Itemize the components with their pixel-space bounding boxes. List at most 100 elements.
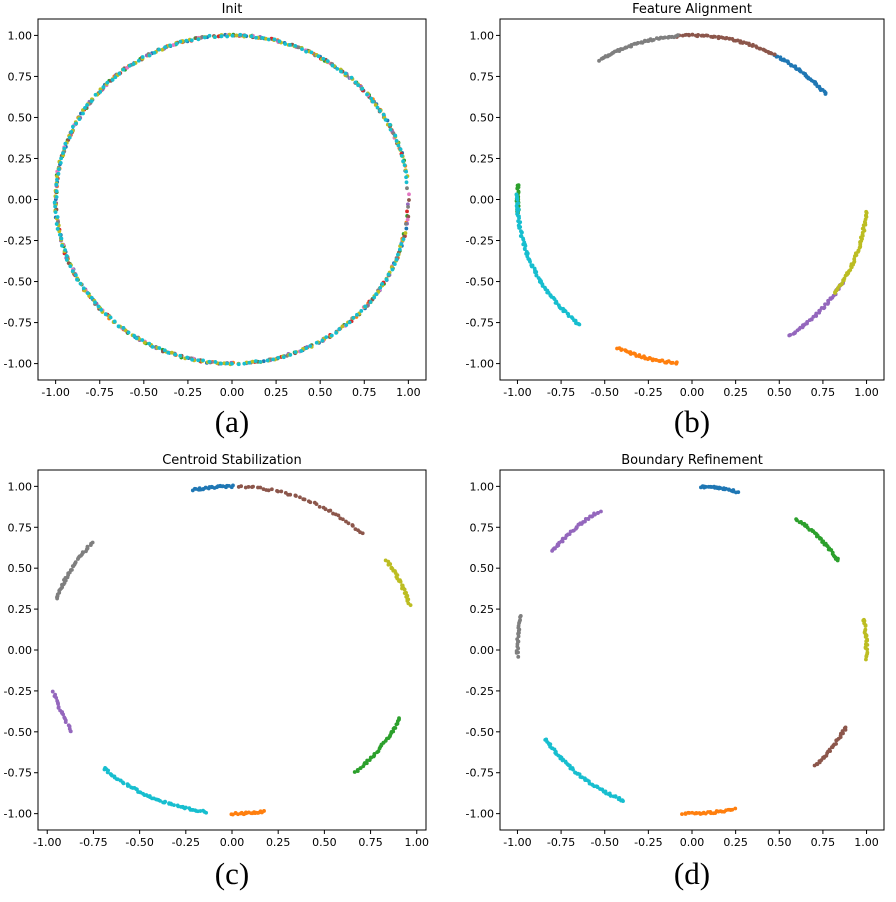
data-point — [160, 47, 165, 52]
data-point — [814, 311, 819, 316]
series-cluster-0 — [190, 483, 235, 493]
data-point — [334, 330, 339, 335]
data-point — [852, 257, 857, 261]
x-tick-label: -1.00 — [503, 386, 531, 399]
data-point — [404, 169, 409, 174]
data-point — [204, 810, 209, 815]
data-point — [403, 231, 408, 235]
data-point — [317, 504, 322, 509]
data-point — [351, 315, 356, 320]
data-point — [250, 359, 255, 364]
data-point — [321, 505, 326, 510]
data-point — [85, 103, 89, 107]
data-point — [185, 355, 190, 360]
data-point — [202, 35, 207, 40]
data-point — [733, 806, 738, 811]
x-tick-label: 0.75 — [358, 836, 383, 849]
data-point — [680, 33, 685, 38]
y-tick-label: -0.75 — [4, 317, 32, 330]
data-point — [516, 654, 521, 659]
data-point — [789, 63, 793, 68]
data-point — [110, 78, 115, 82]
y-tick-label: -0.50 — [4, 276, 32, 289]
data-point — [349, 75, 354, 80]
data-point — [375, 105, 380, 110]
series-cluster-9 — [102, 765, 209, 815]
data-point — [99, 308, 104, 312]
y-tick-label: 1.00 — [470, 29, 495, 42]
data-point — [265, 358, 270, 363]
y-tick-label: 0.50 — [8, 111, 33, 124]
data-point — [69, 130, 74, 134]
data-point — [194, 487, 198, 491]
data-point — [338, 516, 343, 521]
y-tick-label: -0.25 — [4, 685, 32, 698]
data-point — [517, 226, 522, 230]
scatter-points — [52, 32, 411, 367]
data-point — [308, 344, 313, 348]
data-point — [189, 38, 194, 43]
x-tick-label: 0.75 — [352, 386, 377, 399]
series-cluster-9 — [52, 32, 409, 367]
data-point — [383, 117, 388, 122]
data-point — [162, 348, 167, 353]
data-point — [84, 549, 88, 554]
series-cluster-7 — [514, 614, 523, 659]
data-point — [397, 247, 402, 252]
data-point — [634, 354, 639, 358]
data-point — [401, 237, 406, 242]
x-tick-label: -0.50 — [590, 386, 618, 399]
x-tick-label: -0.75 — [85, 386, 113, 399]
y-tick-label: 0.50 — [470, 562, 495, 575]
y-tick-label: -1.00 — [466, 808, 494, 821]
data-point — [207, 33, 212, 38]
series-cluster-9 — [514, 192, 582, 327]
data-point — [666, 35, 671, 40]
data-point — [326, 509, 331, 513]
data-point — [63, 720, 68, 725]
panel-caption: (c) — [215, 856, 249, 891]
data-point — [407, 198, 411, 202]
data-point — [680, 812, 684, 817]
axes-frame — [499, 469, 885, 831]
data-point — [76, 557, 80, 561]
series-cluster-0 — [699, 484, 741, 495]
data-point — [260, 36, 265, 40]
data-point — [190, 357, 195, 362]
data-point — [300, 47, 304, 51]
chart-title: Boundary Refinement — [621, 453, 763, 468]
data-point — [174, 41, 179, 46]
data-point — [132, 333, 137, 338]
data-point — [619, 348, 624, 352]
x-tick-label: 0.00 — [220, 386, 245, 399]
x-tick-label: 0.00 — [680, 386, 705, 399]
data-point — [399, 153, 404, 158]
data-point — [53, 210, 58, 214]
data-point — [533, 270, 537, 275]
chart-panel-1: Init -1.00 -0.75 -0.50 -0.25 0.00 0.25 0.50 0.75… — [4, 2, 427, 439]
data-point — [293, 44, 298, 48]
data-point — [250, 485, 254, 489]
data-point — [738, 40, 743, 45]
data-point — [353, 80, 358, 85]
y-tick-label: -0.25 — [466, 685, 494, 698]
data-point — [750, 44, 755, 48]
data-point — [63, 141, 68, 146]
data-point — [823, 302, 827, 307]
data-point — [404, 175, 408, 180]
data-point — [864, 657, 868, 662]
data-point — [298, 495, 302, 500]
scatter-points — [514, 484, 870, 817]
data-point — [134, 336, 139, 341]
data-point — [171, 43, 176, 47]
data-point — [865, 650, 870, 655]
data-point — [864, 209, 869, 214]
data-point — [398, 147, 403, 152]
data-point — [150, 344, 155, 349]
data-point — [406, 597, 411, 602]
data-point — [330, 63, 335, 68]
data-point — [613, 795, 618, 799]
data-point — [105, 80, 110, 85]
data-point — [405, 186, 409, 191]
y-tick-label: 1.00 — [470, 480, 495, 493]
